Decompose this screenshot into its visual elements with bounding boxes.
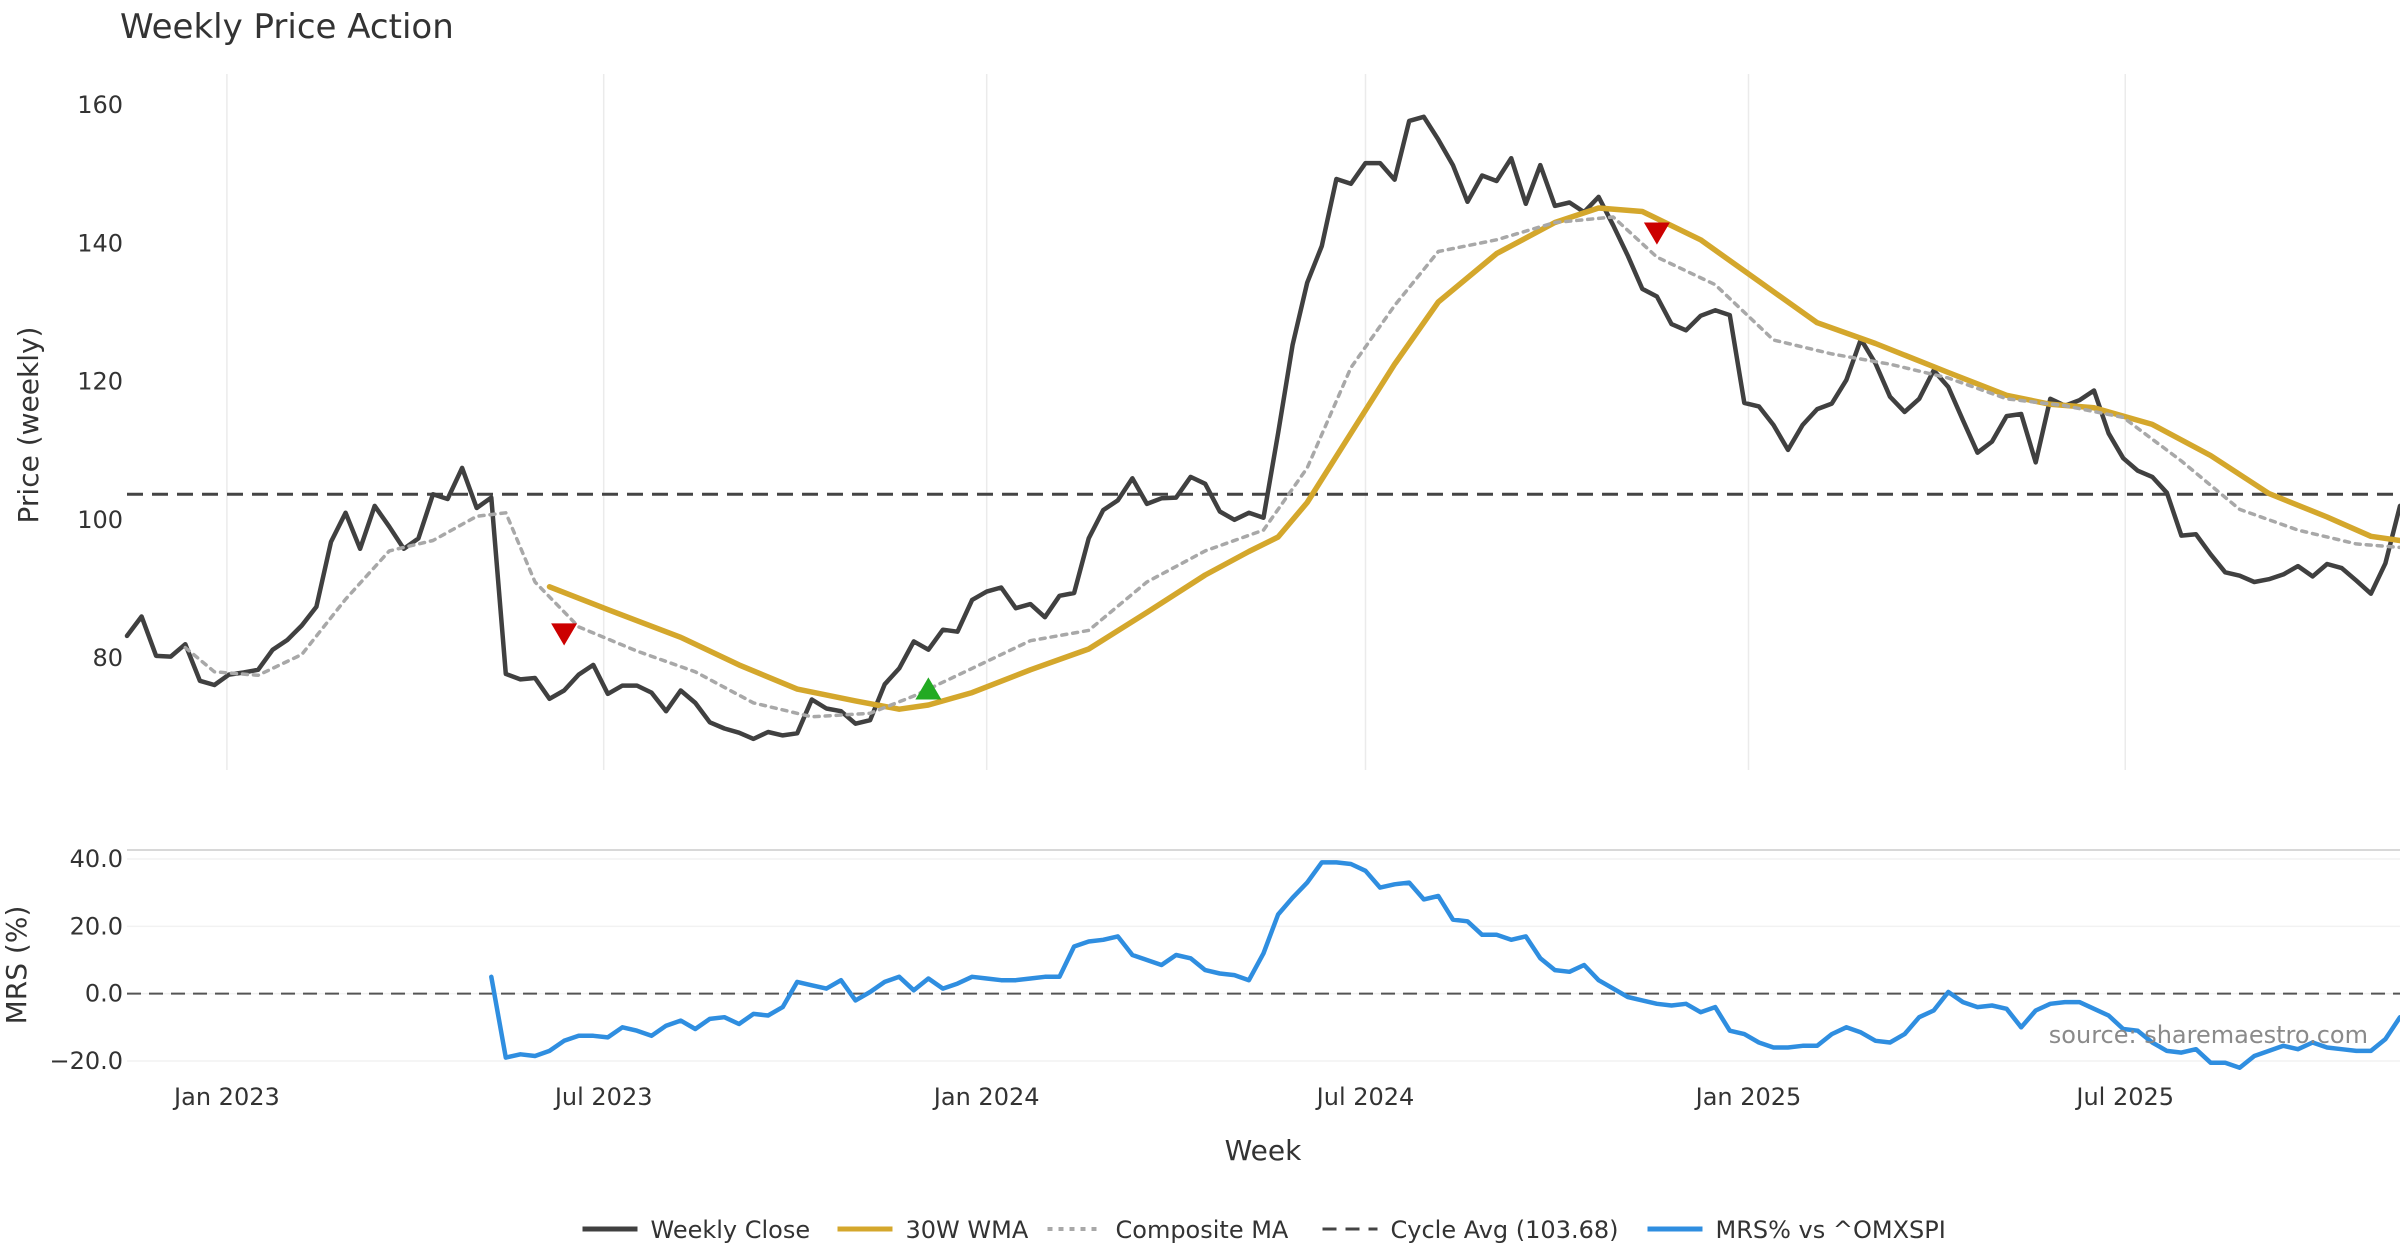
mrs-y-axis-label: MRS (%) [0, 906, 33, 1025]
price-y-tick-label: 140 [77, 229, 123, 257]
price-y-tick-label: 80 [92, 644, 123, 672]
x-tick-label: Jul 2025 [2074, 1083, 2174, 1111]
price-grid [226, 74, 2126, 770]
x-axis-ticks: Jan 2023 Jul 2023 Jan 2024 Jul 2024 Jan 2025… [172, 1083, 2174, 1111]
sell-signal-marker [551, 623, 578, 646]
price-y-tick-label: 120 [77, 368, 123, 396]
mrs-series [489, 860, 2400, 1070]
price-y-ticks: 80 100 120 140 160 [77, 91, 123, 672]
x-tick-label: Jul 2023 [553, 1083, 653, 1111]
x-axis-label: Week [1225, 1134, 1302, 1167]
legend-label: MRS% vs ^OMXSPI [1716, 1216, 1946, 1244]
x-tick-label: Jan 2024 [932, 1083, 1040, 1111]
source-label: source: sharemaestro.com [2049, 1021, 2368, 1049]
legend-label: Weekly Close [651, 1216, 811, 1244]
series-line-composite-ma [183, 215, 2400, 719]
price-y-tick-label: 160 [77, 91, 123, 119]
mrs-y-tick-label: 0.0 [85, 980, 123, 1008]
mrs-y-tick-label: 40.0 [70, 845, 123, 873]
buy-signal-marker [915, 677, 942, 700]
legend-label: Cycle Avg (103.68) [1391, 1216, 1619, 1244]
mrs-y-tick-label: −20.0 [49, 1047, 123, 1075]
x-tick-label: Jul 2024 [1315, 1083, 1415, 1111]
sell-signal-marker [1643, 222, 1670, 245]
price-y-axis-label: Price (weekly) [12, 327, 45, 524]
series-line-weekly-close [124, 114, 2400, 742]
price-y-tick-label: 100 [77, 506, 123, 534]
series-line-mrs [489, 860, 2400, 1070]
legend-label: Composite MA [1116, 1216, 1289, 1244]
series-line-30w-wma [546, 205, 2400, 712]
mrs-y-tick-label: 20.0 [70, 912, 123, 940]
price-series [124, 114, 2400, 742]
x-tick-label: Jan 2025 [1694, 1083, 1802, 1111]
signal-markers [551, 222, 1670, 700]
mrs-y-ticks: 40.0 20.0 0.0 −20.0 [49, 845, 123, 1075]
x-tick-label: Jan 2023 [172, 1083, 280, 1111]
chart-title: Weekly Price Action [120, 7, 454, 47]
legend-label: 30W WMA [906, 1216, 1029, 1244]
legend: Weekly Close 30W WMA Composite MA Cycle Avg… [582, 1216, 1946, 1244]
